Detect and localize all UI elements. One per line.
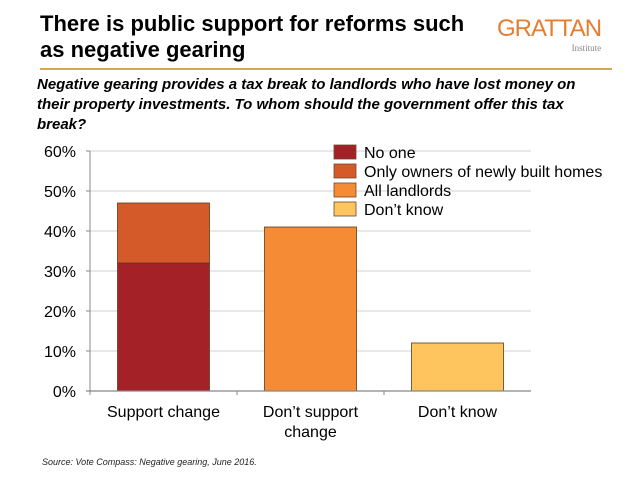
x-tick-label: change <box>284 424 337 441</box>
y-tick-label: 50% <box>44 184 76 201</box>
header-divider <box>40 68 612 70</box>
legend-swatch-only_new <box>333 163 357 179</box>
bar-segment-only_new <box>117 202 210 264</box>
x-axis: Support change Don’t support change Don’t k… <box>86 390 531 441</box>
x-tick-label: Support change <box>107 404 220 421</box>
legend-label: All landlords <box>364 183 451 200</box>
source-note: Source: Vote Compass: Negative gearing, … <box>42 457 257 467</box>
y-tick-label: 60% <box>44 144 76 161</box>
legend-swatch-all_landlords <box>333 182 357 198</box>
legend-swatch-no_one <box>333 144 357 160</box>
legend-label: Don’t know <box>364 202 444 219</box>
bar-segment-dont_know <box>411 342 504 392</box>
logo-subtitle: Institute <box>571 43 602 53</box>
bars <box>117 202 504 392</box>
y-tick-label: 40% <box>44 224 76 241</box>
y-tick-label: 10% <box>44 344 76 361</box>
y-tick-label: 0% <box>53 384 76 401</box>
legend: No one Only owners of newly built homes Al… <box>333 144 602 219</box>
legend-swatch-dont_know <box>333 201 357 217</box>
legend-label: No one <box>364 145 416 162</box>
chart-title: There is public support for reforms such… <box>40 11 465 62</box>
x-tick-label: Don’t know <box>418 404 498 421</box>
grattan-logo: GRATTAN Institute <box>497 15 602 54</box>
x-tick-label: Don’t support <box>263 404 359 421</box>
y-axis: 0% 10% 20% 30% 40% 50% 60% <box>44 144 91 401</box>
y-tick-label: 30% <box>44 264 76 281</box>
legend-label: Only owners of newly built homes <box>364 164 602 181</box>
logo-wordmark: GRATTAN <box>497 15 602 42</box>
bar-segment-no_one <box>117 262 210 392</box>
bar-segment-all_landlords <box>264 226 357 392</box>
chart-subtitle: Negative gearing provides a tax break to… <box>37 76 576 133</box>
y-tick-label: 20% <box>44 304 76 321</box>
